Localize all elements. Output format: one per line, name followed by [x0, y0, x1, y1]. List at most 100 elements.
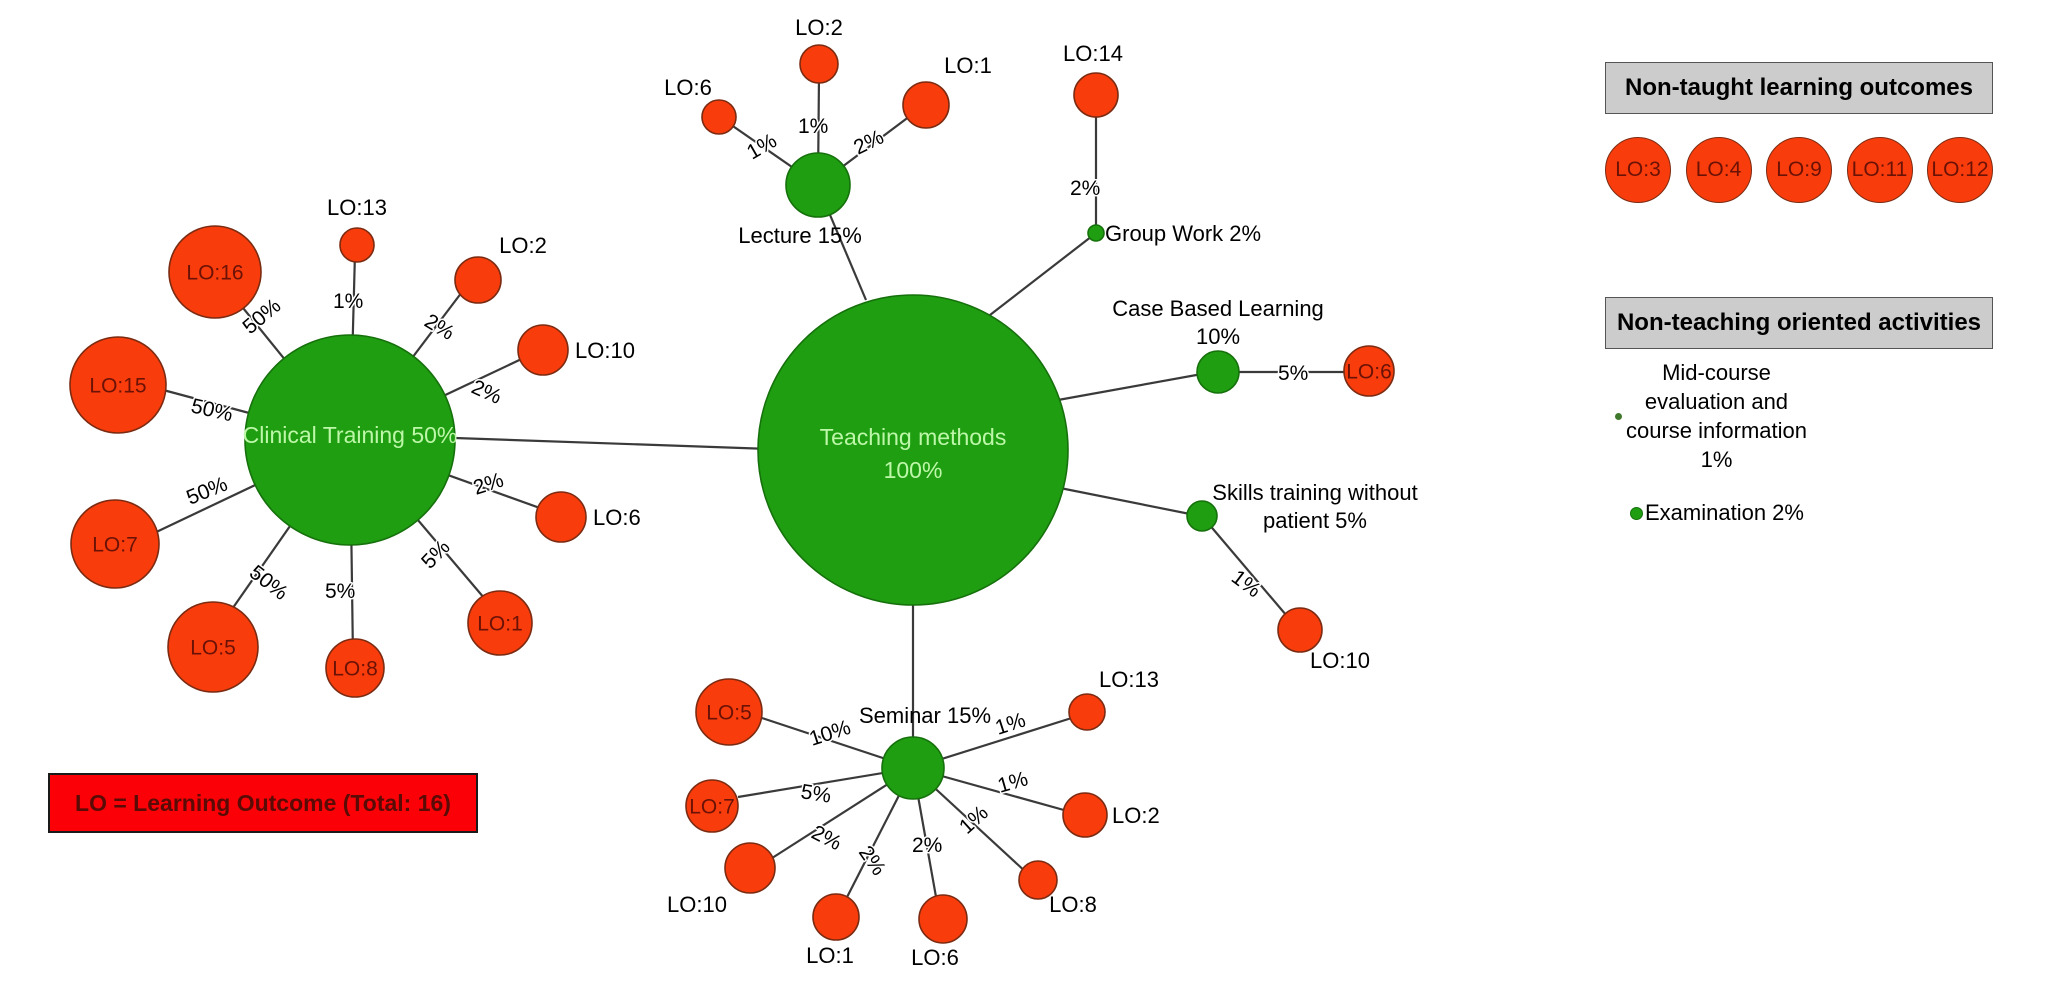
outcome-node-ct-lo8[interactable] [325, 638, 385, 698]
outcome-label-ct-lo7: LO:7 [92, 534, 138, 557]
outcome-node-st-lo10[interactable] [1277, 607, 1323, 653]
method-label-group-work: Group Work 2% [1105, 221, 1261, 246]
outcome-caption-ct-lo10: LO:10 [575, 338, 635, 363]
outcome-caption-st-lo10: LO:10 [1310, 648, 1370, 673]
outcome-label-sem-lo7: LO:7 [689, 796, 735, 819]
cluster-lecture: 1% 1% 2% Lecture 15% LO:6 LO:2 LO:1 [664, 15, 992, 248]
edge-root-groupwork [989, 232, 1097, 316]
legend-non-teaching-activities: Mid-course evaluation and course informa… [1605, 358, 2005, 558]
outcome-caption-gw-lo14: LO:14 [1063, 41, 1123, 66]
outcome-caption-sem-lo6: LO:6 [911, 945, 959, 970]
outcome-label-ct-lo8: LO:8 [332, 658, 378, 681]
edge-label-st-lo10: 1% [1227, 566, 1265, 603]
cluster-case-based-learning: 5% Case Based Learning 10% LO:6 [1112, 296, 1395, 397]
edge-label-ct-lo1: 5% [417, 536, 455, 574]
legend-chip-lo12[interactable]: LO:12 [1927, 137, 1993, 203]
outcome-node-ct-lo6[interactable] [535, 491, 587, 543]
edges-root [454, 202, 1214, 740]
edge-label-cbl-lo6: 5% [1278, 362, 1308, 385]
method-node-case-based[interactable] [1196, 350, 1240, 394]
method-label-skills-2: patient 5% [1263, 508, 1367, 533]
edge-label-lec-lo6: 1% [743, 129, 781, 164]
outcome-label-sem-lo5: LO:5 [706, 702, 752, 725]
edge-label-sem-lo8: 1% [955, 801, 993, 838]
edge-label-sem-lo2: 1% [995, 767, 1031, 797]
legend-header-non-taught-text: Non-taught learning outcomes [1625, 74, 1973, 101]
outcome-node-sem-lo5[interactable] [695, 678, 763, 746]
lo-key-text: LO = Learning Outcome (Total: 16) [75, 789, 451, 816]
outcome-node-gw-lo14[interactable] [1073, 72, 1119, 118]
activity-label-midcourse: Mid-course evaluation and course informa… [1626, 360, 1807, 473]
outcome-label-ct-lo16: LO:16 [186, 262, 243, 285]
outcome-node-sem-lo8[interactable] [1018, 860, 1058, 900]
method-node-teaching-methods[interactable] [757, 294, 1069, 606]
outcome-caption-sem-lo2: LO:2 [1112, 803, 1160, 828]
method-node-lecture[interactable] [785, 152, 851, 218]
outcome-node-lec-lo2[interactable] [799, 44, 839, 84]
outcome-node-ct-lo15[interactable] [69, 336, 167, 434]
outcome-node-sem-lo1[interactable] [812, 893, 860, 941]
method-label-lecture: Lecture 15% [738, 223, 862, 248]
outcome-node-cbl-lo6[interactable] [1343, 345, 1395, 397]
activity-item-examination[interactable]: Examination 2% [1630, 500, 1804, 526]
legend-chip-lo3[interactable]: LO:3 [1605, 137, 1671, 203]
outcome-node-ct-lo5[interactable] [167, 601, 259, 693]
edge-label-ct-lo15: 50% [189, 394, 235, 426]
outcome-label-ct-lo5: LO:5 [190, 637, 236, 660]
root-label-value: 100% [884, 457, 943, 483]
outcome-caption-ct-lo13: LO:13 [327, 195, 387, 220]
cluster-group-work: 2% Group Work 2% LO:14 [1063, 41, 1261, 246]
activity-item-midcourse[interactable]: Mid-course evaluation and course informa… [1615, 358, 1807, 474]
edge-root-lecture [823, 202, 868, 301]
edge-label-lec-lo2: 1% [798, 115, 828, 138]
activity-dot-icon [1615, 412, 1622, 420]
method-node-group-work[interactable] [1087, 224, 1105, 242]
edge-label-sem-lo7: 5% [799, 780, 833, 807]
cluster-skills-training: 1% Skills training without patient 5% LO… [1186, 480, 1418, 673]
method-label-case-based-2: 10% [1196, 324, 1240, 349]
outcome-label-cbl-lo6: LO:6 [1346, 361, 1392, 384]
edge-root-clinical [454, 436, 801, 452]
method-label-clinical-training: Clinical Training 50% [243, 422, 458, 448]
method-label-seminar: Seminar 15% [859, 703, 991, 728]
outcome-node-sem-lo13[interactable] [1068, 693, 1106, 731]
outcome-node-sem-lo6[interactable] [918, 894, 968, 944]
legend-non-taught-chips: LO:3 LO:4 LO:9 LO:11 LO:12 [1605, 135, 1993, 205]
method-node-skills-training[interactable] [1186, 500, 1218, 532]
outcome-caption-sem-lo1: LO:1 [806, 943, 854, 968]
edge-label-ct-lo5: 50% [245, 561, 292, 605]
outcome-node-lec-lo1[interactable] [902, 81, 950, 129]
cluster-seminar: 10% 5% 2% 2% 2% 1% 1% 1% Seminar 15% LO:… [667, 667, 1160, 970]
outcome-node-lec-lo6[interactable] [701, 99, 737, 135]
edge-label-ct-lo7: 50% [183, 473, 231, 510]
outcome-node-sem-lo7[interactable] [685, 779, 739, 833]
outcome-label-ct-lo1: LO:1 [477, 613, 523, 636]
outcome-caption-sem-lo8: LO:8 [1049, 892, 1097, 917]
edge-label-sem-lo13: 1% [992, 708, 1028, 739]
outcome-node-ct-lo1[interactable] [467, 590, 533, 656]
legend-chip-lo9[interactable]: LO:9 [1766, 137, 1832, 203]
outcome-node-sem-lo2[interactable] [1062, 792, 1108, 838]
outcome-caption-sem-lo10: LO:10 [667, 892, 727, 917]
method-node-seminar[interactable] [881, 736, 945, 800]
outcome-node-ct-lo16[interactable] [168, 225, 262, 319]
root-label-title: Teaching methods [820, 424, 1007, 450]
legend-chip-lo11[interactable]: LO:11 [1846, 137, 1913, 203]
legend-chip-lo4[interactable]: LO:4 [1685, 137, 1752, 203]
legend-header-non-teaching: Non-teaching oriented activities [1605, 297, 1993, 349]
outcome-node-ct-lo2[interactable] [454, 256, 502, 304]
method-label-skills-1: Skills training without [1212, 480, 1417, 505]
outcome-caption-lec-lo6: LO:6 [664, 75, 712, 100]
outcome-node-ct-lo13[interactable] [339, 227, 375, 263]
outcome-caption-sem-lo13: LO:13 [1099, 667, 1159, 692]
outcome-caption-lec-lo1: LO:1 [944, 53, 992, 78]
outcome-node-ct-lo10[interactable] [517, 324, 569, 376]
outcome-node-sem-lo10[interactable] [724, 842, 776, 894]
activity-label-examination: Examination 2% [1645, 500, 1804, 525]
outcome-node-ct-lo7[interactable] [70, 499, 160, 589]
edge-label-lec-lo1: 2% [850, 126, 887, 160]
legend-header-non-taught: Non-taught learning outcomes [1605, 62, 1993, 114]
method-node-clinical-training[interactable] [244, 334, 456, 546]
